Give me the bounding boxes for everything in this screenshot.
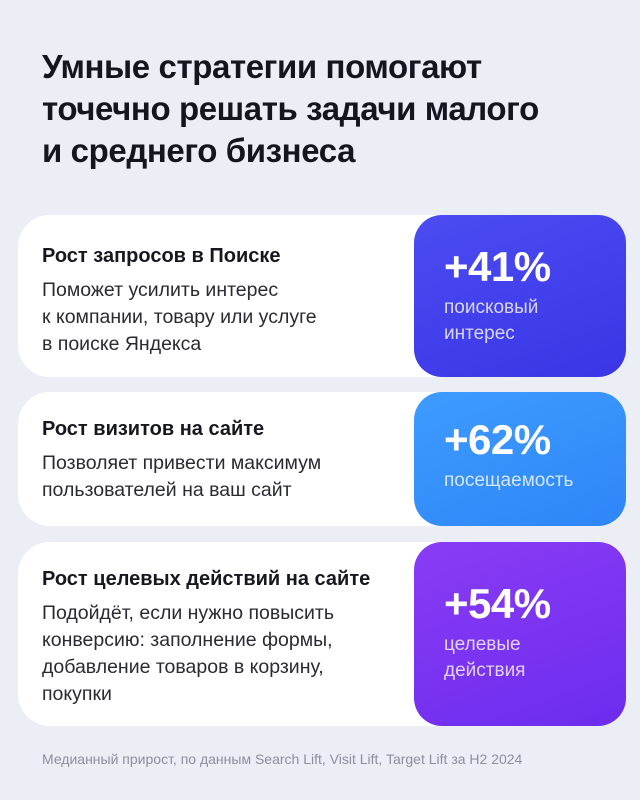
strategy-card-visits: Рост визитов на сайте Позволяет привести… [18,392,626,526]
stat-block-search: +41% поисковый интерес [414,215,626,377]
stat-label: целевые действия [444,632,614,684]
stat-label-line: интерес [444,323,515,344]
card-heading: Рост запросов в Поиске [42,245,281,267]
desc-line: добавление товаров в корзину, [42,656,324,678]
desc-line: покупки [42,683,112,705]
stat-label: посещаемость [444,468,614,494]
title-line: Умные стратегии помогают [42,48,482,85]
card-text: Рост визитов на сайте Позволяет привести… [42,416,402,504]
stat-label-line: действия [444,660,526,681]
desc-line: к компании, товару или услуге [42,306,317,328]
card-text: Рост целевых действий на сайте Подойдёт,… [42,566,402,708]
desc-line: конверсию: заполнение формы, [42,629,333,651]
card-heading: Рост целевых действий на сайте [42,568,371,590]
stat-label: поисковый интерес [444,295,614,347]
desc-line: в поиске Яндекса [42,333,202,355]
page-title: Умные стратегии помогают точечно решать … [42,46,602,172]
stat-block-visits: +62% посещаемость [414,392,626,526]
desc-line: пользователей на ваш сайт [42,479,292,501]
title-line: точечно решать задачи малого [42,90,539,127]
title-line: и среднего бизнеса [42,132,356,169]
stat-value: +54% [444,580,551,627]
desc-line: Поможет усилить интерес [42,279,279,301]
card-description: Подойдёт, если нужно повысить конверсию:… [42,600,402,708]
stat-value: +62% [444,416,551,463]
stat-block-actions: +54% целевые действия [414,542,626,726]
stat-label-line: целевые [444,634,521,655]
desc-line: Позволяет привести максимум [42,452,322,474]
strategy-card-search: Рост запросов в Поиске Поможет усилить и… [18,215,626,377]
stat-label-line: посещаемость [444,470,574,491]
card-description: Позволяет привести максимум пользователе… [42,450,402,504]
desc-line: Подойдёт, если нужно повысить [42,602,334,624]
stat-label-line: поисковый [444,297,539,318]
footnote: Медианный прирост, по данным Search Lift… [42,751,523,767]
card-description: Поможет усилить интерес к компании, това… [42,277,402,358]
strategy-card-actions: Рост целевых действий на сайте Подойдёт,… [18,542,626,726]
stat-value: +41% [444,243,551,290]
card-text: Рост запросов в Поиске Поможет усилить и… [42,243,402,358]
card-heading: Рост визитов на сайте [42,418,265,440]
